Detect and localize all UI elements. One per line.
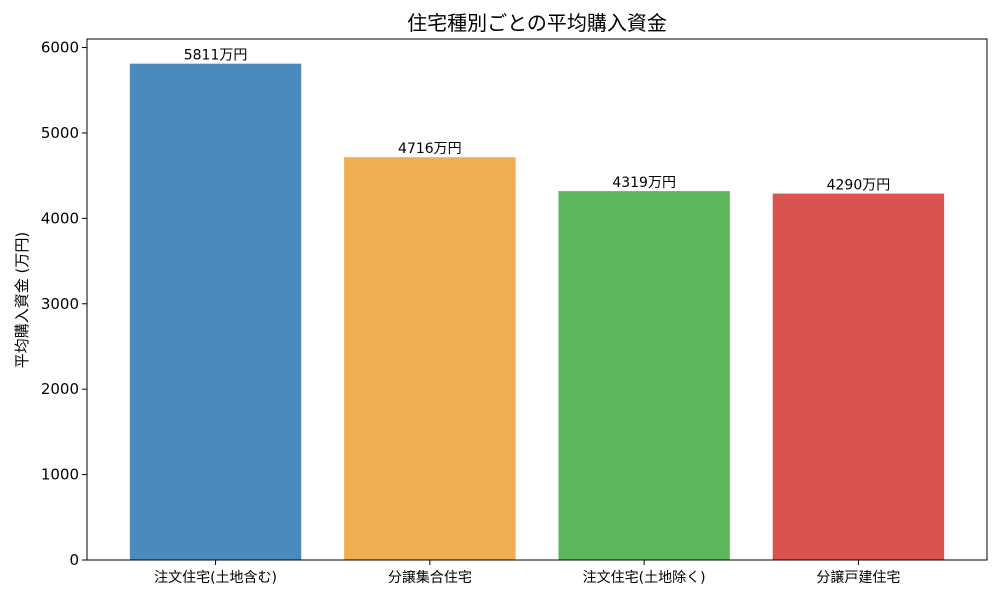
y-tick-label-6000: 6000 <box>41 39 79 57</box>
x-tick-label-1: 注文住宅(土地含む) <box>154 570 277 586</box>
y-tick-label-3000: 3000 <box>41 295 79 313</box>
value-label-2: 4716万円 <box>398 141 462 157</box>
y-tick-label-1000: 1000 <box>41 466 79 484</box>
bar-3 <box>558 191 730 561</box>
x-tick-label-4: 分譲戸建住宅 <box>816 570 900 586</box>
y-tick-label-5000: 5000 <box>41 124 79 142</box>
bar-4 <box>772 193 945 560</box>
y-tick-label-4000: 4000 <box>41 209 79 227</box>
plot-area: 5811万円 4716万円 4319万円 4290万円 <box>129 48 945 561</box>
y-tick-label-2000: 2000 <box>41 380 79 398</box>
value-label-1: 5811万円 <box>184 48 248 64</box>
value-label-3: 4319万円 <box>612 175 676 191</box>
bar-1 <box>129 63 302 561</box>
x-tick-label-3: 注文住宅(土地除く) <box>583 570 706 586</box>
x-tick-label-2: 分譲集合住宅 <box>388 569 472 586</box>
bar-2 <box>344 157 516 560</box>
x-axis: 注文住宅(土地含む) 分譲集合住宅 注文住宅(土地除く) 分譲戸建住宅 <box>154 560 900 586</box>
y-axis: 0 1000 2000 3000 4000 5000 6000 <box>41 39 87 569</box>
y-axis-label: 平均購入資金 (万円) <box>13 232 31 368</box>
plot-frame <box>86 38 988 561</box>
value-label-4: 4290万円 <box>827 178 891 194</box>
chart-title: 住宅種別ごとの平均購入資金 <box>407 11 667 35</box>
y-tick-label-0: 0 <box>69 551 79 569</box>
